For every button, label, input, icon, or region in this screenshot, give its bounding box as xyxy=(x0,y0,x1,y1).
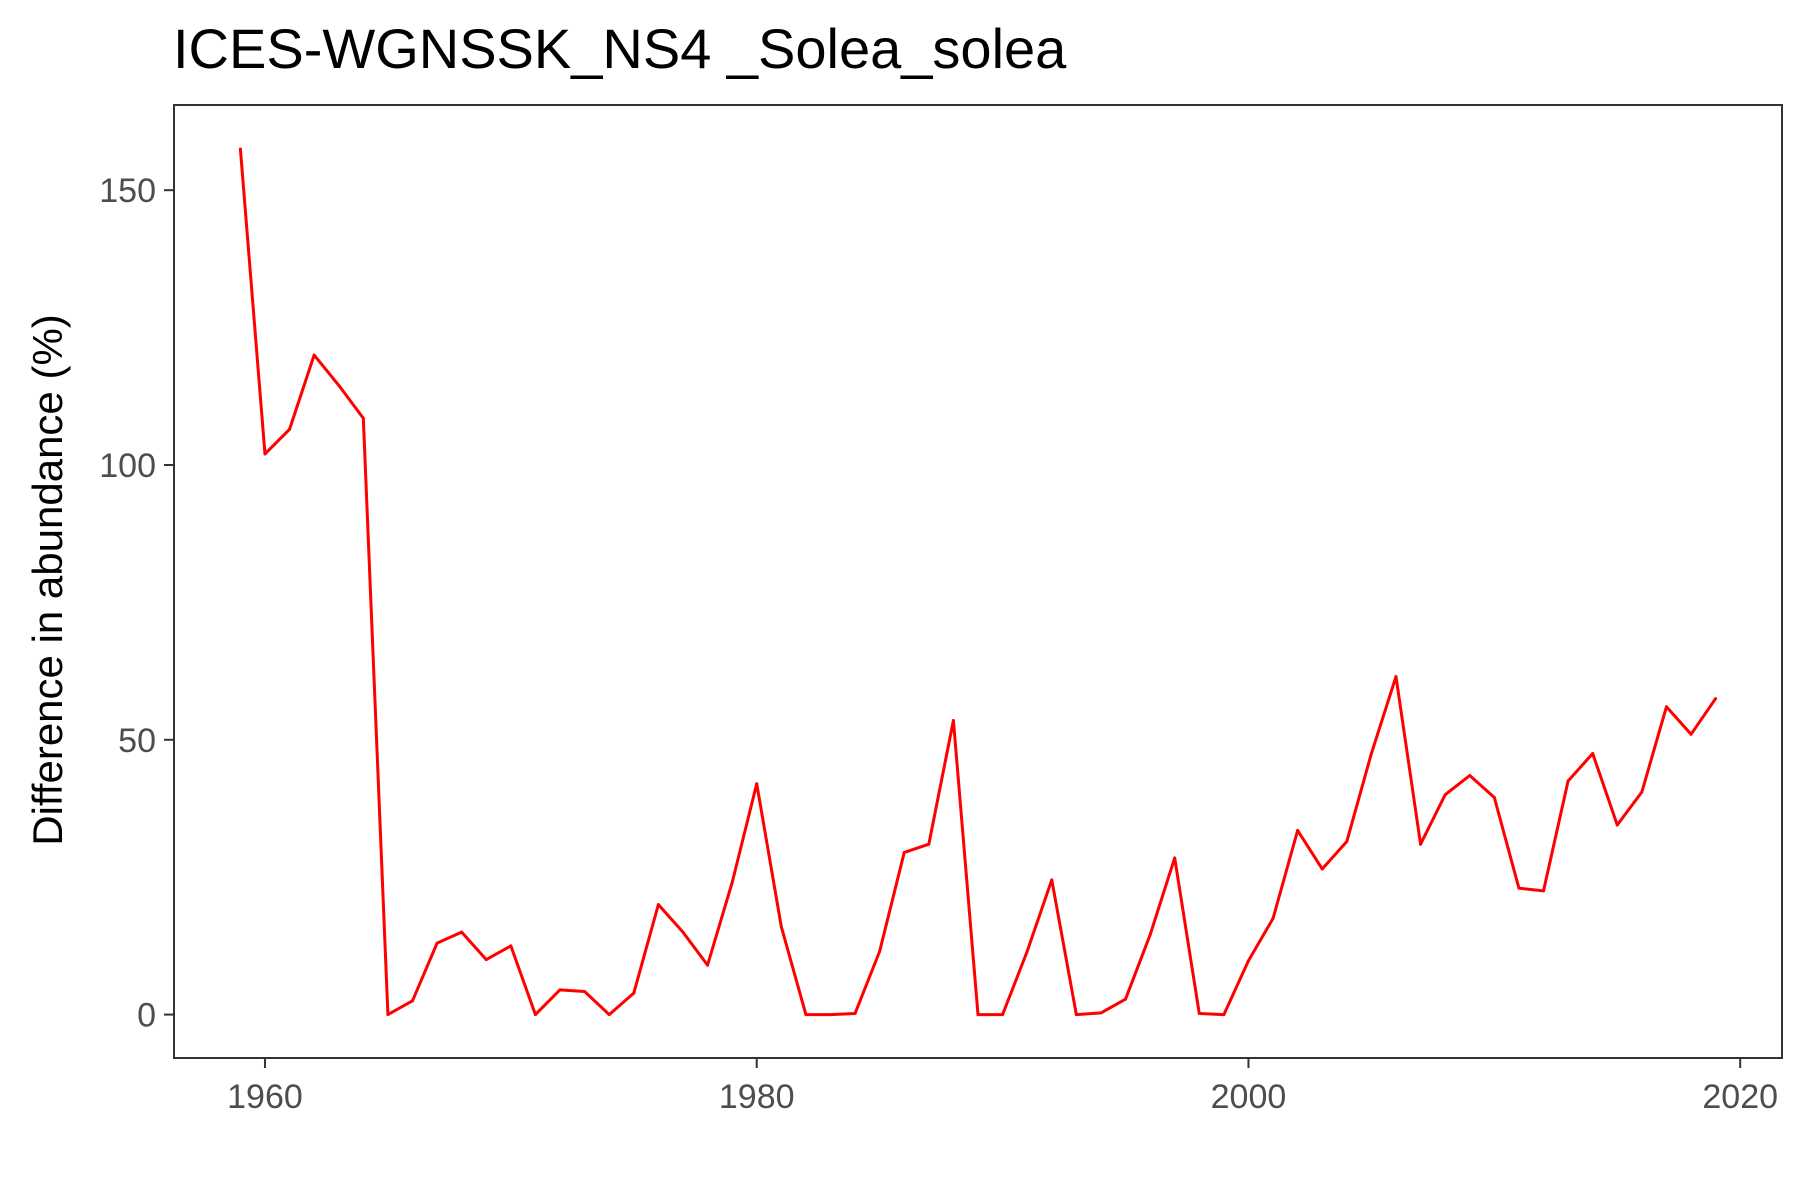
data-point xyxy=(927,842,931,846)
data-point xyxy=(1099,1011,1103,1015)
data-points xyxy=(238,147,1718,1017)
data-point xyxy=(804,1013,808,1017)
data-point xyxy=(312,353,316,357)
data-point xyxy=(1492,795,1496,799)
data-point xyxy=(1074,1013,1078,1017)
x-tick-label: 1960 xyxy=(227,1078,303,1116)
x-axis: 1960 1980 2000 2020 xyxy=(227,1058,1778,1116)
data-point xyxy=(1001,1013,1005,1017)
data-point xyxy=(583,989,587,993)
data-point xyxy=(853,1011,857,1015)
data-point xyxy=(730,881,734,885)
chart-title: ICES-WGNSSK_NS4 _Solea_solea xyxy=(173,17,1067,80)
data-point xyxy=(1689,732,1693,736)
data-point xyxy=(435,941,439,945)
data-point xyxy=(1173,856,1177,860)
data-point xyxy=(1517,886,1521,890)
data-point xyxy=(361,416,365,420)
y-tick-label: 150 xyxy=(99,172,156,210)
data-point xyxy=(1591,752,1595,756)
data-point xyxy=(1394,675,1398,679)
data-point xyxy=(1124,997,1128,1001)
data-point xyxy=(1640,790,1644,794)
data-point xyxy=(533,1013,537,1017)
x-tick-label: 1980 xyxy=(719,1078,795,1116)
data-point xyxy=(484,958,488,962)
data-point xyxy=(828,1013,832,1017)
y-tick-label: 0 xyxy=(137,997,156,1035)
data-point xyxy=(288,427,292,431)
data-point xyxy=(706,963,710,967)
data-point xyxy=(1148,933,1152,937)
data-point xyxy=(1468,774,1472,778)
data-point xyxy=(238,147,242,151)
data-point xyxy=(460,930,464,934)
data-point xyxy=(1197,1011,1201,1015)
data-point xyxy=(607,1013,611,1017)
series-line xyxy=(238,148,1717,1017)
data-point xyxy=(779,925,783,929)
data-point xyxy=(337,383,341,387)
data-point xyxy=(755,782,759,786)
data-point xyxy=(558,988,562,992)
data-point xyxy=(1296,828,1300,832)
y-axis-title: Difference in abundance (%) xyxy=(24,314,71,846)
y-tick-label: 100 xyxy=(99,447,156,485)
data-point xyxy=(632,991,636,995)
data-point xyxy=(878,949,882,953)
data-point xyxy=(1566,779,1570,783)
data-point xyxy=(1443,793,1447,797)
x-tick-label: 2000 xyxy=(1211,1078,1287,1116)
data-point xyxy=(386,1013,390,1017)
data-point xyxy=(656,903,660,907)
data-point xyxy=(1542,889,1546,893)
data-point xyxy=(1271,916,1275,920)
data-point xyxy=(1369,752,1373,756)
data-point xyxy=(976,1013,980,1017)
x-tick-label: 2020 xyxy=(1702,1078,1778,1116)
data-point xyxy=(1246,959,1250,963)
y-axis: 0 50 100 150 xyxy=(99,172,174,1035)
data-point xyxy=(902,850,906,854)
data-point xyxy=(1615,823,1619,827)
data-point xyxy=(410,999,414,1003)
data-point xyxy=(263,452,267,456)
data-point xyxy=(951,719,955,723)
data-point xyxy=(1320,867,1324,871)
data-point xyxy=(1419,842,1423,846)
data-point xyxy=(1222,1013,1226,1017)
data-point xyxy=(1345,839,1349,843)
plot-panel-border xyxy=(173,104,1783,1059)
data-point xyxy=(509,944,513,948)
data-point xyxy=(1050,878,1054,882)
data-point xyxy=(681,930,685,934)
data-point xyxy=(1664,705,1668,709)
y-tick-label: 50 xyxy=(118,722,156,760)
data-point xyxy=(1714,697,1718,701)
data-point xyxy=(1025,949,1029,953)
